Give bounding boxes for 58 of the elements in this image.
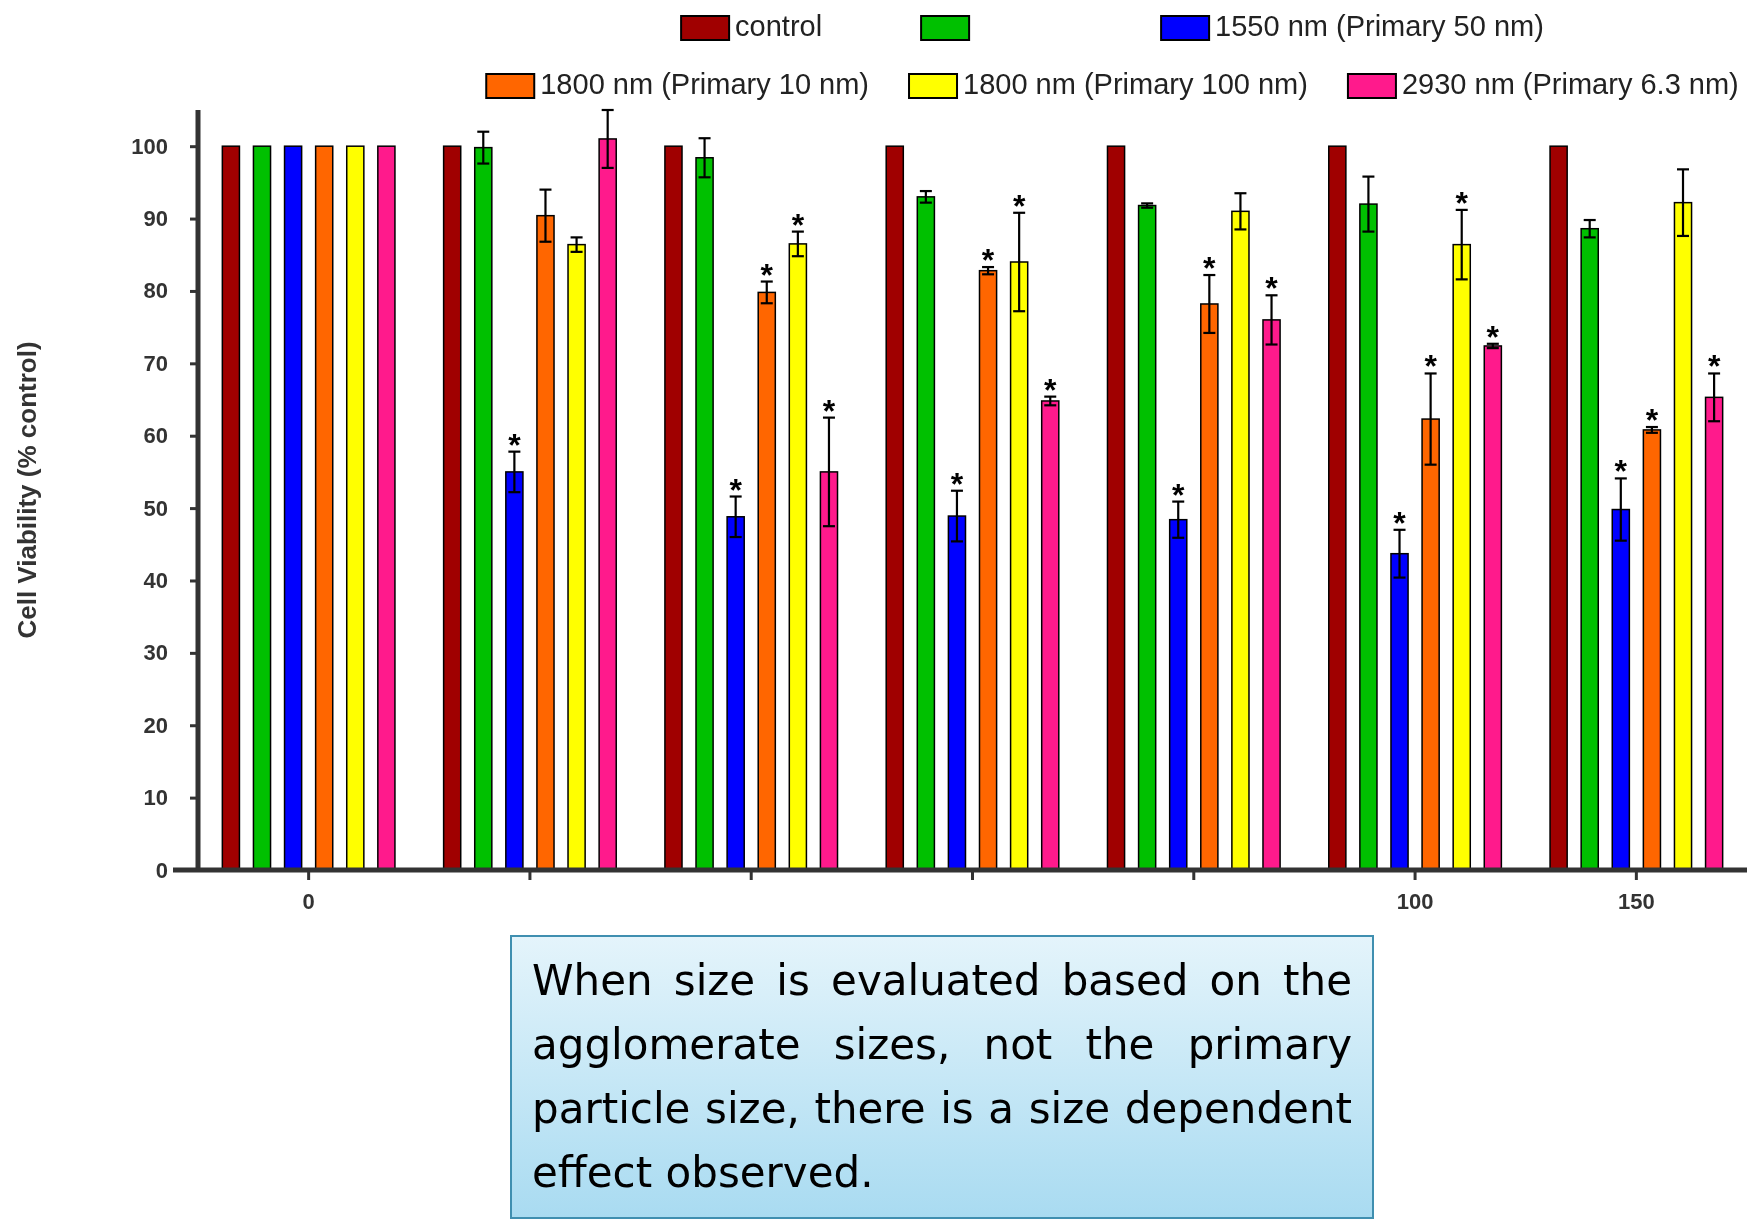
data-label: * (1645, 402, 1659, 439)
y-tick-label: 70 (143, 350, 168, 376)
data-label: * (1424, 348, 1438, 385)
data-label: * (791, 206, 805, 243)
bar (314, 145, 334, 871)
legend-label: 1800 nm (Primary 10 nm) (540, 68, 870, 100)
y-tick-label: 100 (131, 133, 168, 159)
bar (221, 145, 241, 871)
bar (1549, 145, 1568, 871)
y-tick-label: 60 (143, 423, 168, 449)
bar (916, 196, 936, 871)
bar (1642, 429, 1662, 871)
y-tick-label: 10 (143, 785, 168, 811)
bar (978, 269, 998, 871)
data-label: * (1393, 504, 1407, 541)
data-label: * (1486, 318, 1500, 355)
text: When size is evaluated based on the agglomerate sizes, not the primary particle size, there is a size dependent effect observed. (510, 935, 1374, 1219)
bar (345, 145, 365, 871)
bar (885, 145, 905, 871)
data-label: * (950, 465, 964, 502)
y-tick-label: 40 (143, 568, 168, 594)
legend-label: 1550 nm (Primary 50 nm) (1215, 10, 1544, 42)
data-label: * (729, 471, 743, 508)
bar (1106, 145, 1126, 871)
y-tick-label: 0 (155, 857, 168, 883)
data-label: * (1203, 250, 1217, 287)
y-tick-label: 30 (143, 640, 168, 666)
legend-label: 2930 nm (Primary 6.3 nm) (1401, 68, 1739, 100)
bar (1483, 345, 1503, 871)
bar (1137, 204, 1157, 871)
bar (377, 145, 396, 871)
bar (1040, 400, 1060, 871)
y-axis-title: Cell Viability (% control) (12, 341, 42, 639)
bar (283, 145, 303, 871)
data-label: * (1265, 270, 1279, 307)
y-tick-label: 20 (143, 712, 168, 738)
bar (1328, 145, 1347, 871)
data-label: * (1172, 476, 1186, 513)
y-tick-label: 90 (143, 206, 168, 232)
x-tick-label: 0 (302, 889, 315, 915)
data-label: * (1707, 348, 1721, 385)
data-label: * (1455, 184, 1469, 221)
data-label: * (508, 426, 522, 463)
y-tick-label: 80 (143, 278, 168, 304)
data-label: * (981, 242, 995, 279)
bar (442, 145, 462, 871)
x-tick-label: 100 (1396, 889, 1434, 915)
bar (252, 145, 272, 871)
x-tick-label: 150 (1618, 889, 1655, 915)
data-label: * (1614, 453, 1628, 490)
data-label: * (822, 392, 836, 429)
data-label: * (1012, 187, 1026, 224)
data-label: * (760, 256, 774, 293)
legend-label: control (735, 10, 823, 42)
legend-label: 1800 nm (Primary 100 nm) (963, 68, 1308, 100)
data-label: * (1044, 371, 1058, 408)
bar (664, 145, 683, 871)
y-tick-label: 50 (143, 495, 168, 521)
